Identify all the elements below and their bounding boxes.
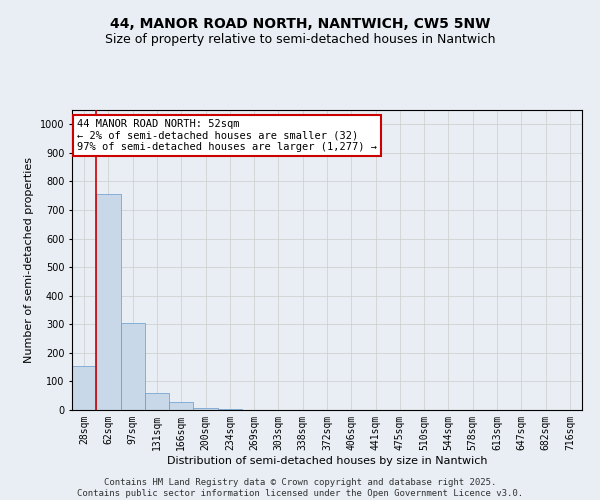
X-axis label: Distribution of semi-detached houses by size in Nantwich: Distribution of semi-detached houses by … — [167, 456, 487, 466]
Text: Size of property relative to semi-detached houses in Nantwich: Size of property relative to semi-detach… — [105, 32, 495, 46]
Bar — [96, 194, 121, 410]
Bar — [145, 393, 169, 410]
Text: 44 MANOR ROAD NORTH: 52sqm
← 2% of semi-detached houses are smaller (32)
97% of : 44 MANOR ROAD NORTH: 52sqm ← 2% of semi-… — [77, 119, 377, 152]
Text: 44, MANOR ROAD NORTH, NANTWICH, CW5 5NW: 44, MANOR ROAD NORTH, NANTWICH, CW5 5NW — [110, 18, 490, 32]
Bar — [121, 323, 145, 410]
Bar — [193, 408, 218, 410]
Y-axis label: Number of semi-detached properties: Number of semi-detached properties — [25, 157, 34, 363]
Text: Contains HM Land Registry data © Crown copyright and database right 2025.
Contai: Contains HM Land Registry data © Crown c… — [77, 478, 523, 498]
Bar — [218, 409, 242, 410]
Bar — [169, 402, 193, 410]
Bar — [72, 366, 96, 410]
